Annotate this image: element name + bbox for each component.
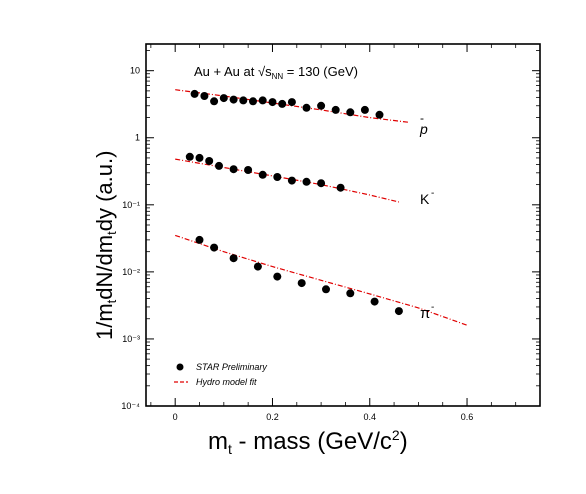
- legend-label-fit: Hydro model fit: [196, 377, 257, 387]
- data-point: [273, 272, 282, 281]
- x-axis-label: mt - mass (GeV/c2): [208, 427, 408, 457]
- legend-marker-icon: [176, 363, 184, 371]
- svg-text:-: -: [431, 188, 434, 199]
- species-label-kminus: K -: [420, 188, 434, 207]
- data-point: [249, 97, 257, 106]
- x-tick-label: 0: [173, 412, 178, 422]
- data-point: [346, 108, 355, 117]
- data-point: [302, 177, 311, 186]
- data-point: [370, 297, 379, 306]
- data-point: [258, 170, 267, 179]
- data-point: [394, 307, 403, 316]
- x-tick-label: 0.4: [363, 412, 376, 422]
- data-point: [210, 97, 219, 106]
- data-point: [195, 235, 204, 244]
- x-axis: 0 0.2 0.4 0.6: [150, 44, 517, 422]
- pbar-bar: -: [420, 111, 424, 125]
- species-label-piminus: π -: [420, 302, 434, 322]
- data-point: [331, 105, 340, 114]
- y-tick-label: 10⁻¹: [122, 200, 140, 210]
- title-subscript: NN: [272, 72, 284, 81]
- fit-line: [175, 234, 468, 326]
- legend: STAR Preliminary Hydro model fit: [174, 362, 267, 387]
- data-point: [273, 173, 282, 181]
- species-label-pbar: p -: [419, 111, 428, 137]
- data-point: [215, 161, 223, 170]
- data-point: [287, 176, 296, 185]
- data-point: [195, 153, 204, 162]
- data-point: [287, 98, 296, 107]
- data-point: [244, 166, 253, 174]
- data-point: [229, 95, 238, 104]
- data-point: [219, 94, 228, 103]
- data-point: [317, 179, 326, 188]
- y-tick-label: 10⁻²: [122, 267, 140, 277]
- data-point: [278, 99, 287, 108]
- legend-label-data: STAR Preliminary: [196, 362, 267, 372]
- y-axis-label: 1/mtdN/dmtdy (a.u.): [92, 151, 119, 340]
- data-point: [360, 105, 369, 114]
- y-tick-label: 10: [130, 66, 140, 76]
- svg-text:π: π: [420, 305, 430, 322]
- data-point: [297, 279, 306, 288]
- data-point: [200, 92, 209, 100]
- data-point: [258, 96, 267, 105]
- data-points: [185, 89, 403, 316]
- y-tick-label: 10⁻³: [122, 334, 140, 344]
- data-point: [268, 98, 277, 107]
- y-axis: 10 1 10⁻¹ 10⁻² 10⁻³ 10⁻⁴: [121, 50, 540, 411]
- data-point: [346, 289, 355, 298]
- svg-text:p: p: [419, 121, 428, 137]
- data-point: [190, 89, 199, 98]
- data-point: [229, 254, 238, 263]
- chart-title: Au + Au at √sNN = 130 (GeV): [194, 64, 358, 81]
- data-point: [317, 101, 326, 110]
- fit-line: [175, 158, 400, 203]
- fit-line: [175, 89, 409, 123]
- data-point: [185, 152, 194, 161]
- data-point: [205, 157, 214, 165]
- y-tick-label: 10⁻⁴: [121, 401, 140, 411]
- title-suffix: = 130 (GeV): [283, 64, 358, 79]
- data-point: [322, 285, 330, 294]
- svg-text:-: -: [431, 302, 434, 313]
- data-point: [375, 110, 384, 119]
- y-tick-label: 1: [135, 133, 140, 143]
- data-point: [253, 262, 262, 271]
- x-tick-label: 0.2: [266, 412, 279, 422]
- data-point: [336, 183, 345, 192]
- svg-text:K: K: [420, 191, 430, 207]
- data-point: [239, 96, 248, 105]
- data-point: [229, 165, 238, 174]
- data-point: [302, 103, 311, 112]
- data-point: [210, 243, 219, 252]
- x-tick-label: 0.6: [461, 412, 474, 422]
